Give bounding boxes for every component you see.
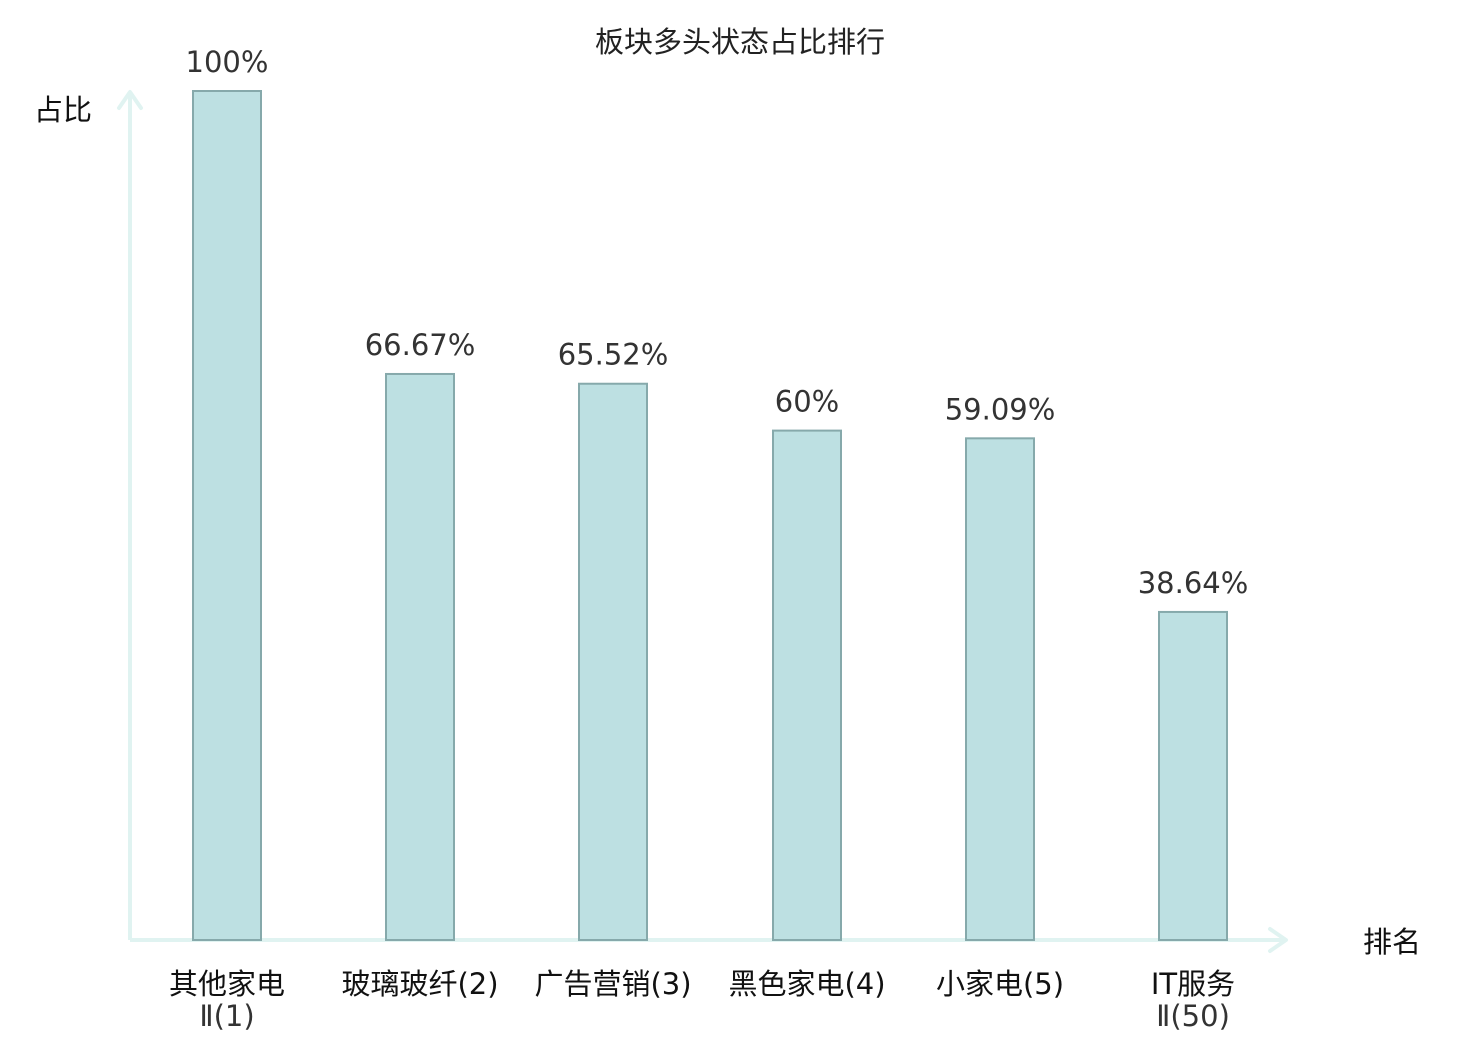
bar-6: [1158, 610, 1228, 941]
category-label-2: 玻璃玻纤(2): [341, 967, 498, 1001]
x-axis-arrow: [1268, 927, 1288, 953]
x-axis: [130, 927, 1288, 953]
category-label-4: 黑色家电(4): [728, 967, 885, 1001]
bar-3: [578, 382, 648, 941]
category-label-3: 广告营销(3): [534, 967, 691, 1001]
bar-value-label-2: 66.67%: [365, 328, 476, 362]
bar-value-label-3: 65.52%: [558, 338, 669, 372]
category-sublabel-1: Ⅱ(1): [199, 999, 254, 1033]
bar-5: [965, 437, 1035, 941]
bar-2: [385, 372, 455, 942]
y-axis: [117, 90, 143, 940]
category-label-6: IT服务: [1151, 967, 1235, 1001]
bar-value-label-1: 100%: [186, 45, 269, 79]
y-axis-label: 占比: [34, 93, 92, 127]
bar-value-label-4: 60%: [775, 385, 839, 419]
bar-value-label-6: 38.64%: [1138, 566, 1249, 600]
bar-4: [772, 429, 842, 941]
category-label-1: 其他家电: [169, 967, 285, 1001]
bar-1: [192, 90, 262, 941]
bar-value-label-5: 59.09%: [945, 392, 1056, 426]
x-axis-label: 排名: [1363, 925, 1421, 959]
bars-group: [192, 90, 1228, 942]
y-axis-arrow: [117, 90, 143, 110]
value-labels-group: 100% 66.67% 65.52% 60% 59.09% 38.64%: [186, 45, 1249, 600]
category-sublabel-6: Ⅱ(50): [1156, 999, 1230, 1033]
chart-title: 板块多头状态占比排行: [595, 25, 885, 59]
category-label-5: 小家电(5): [936, 967, 1064, 1001]
